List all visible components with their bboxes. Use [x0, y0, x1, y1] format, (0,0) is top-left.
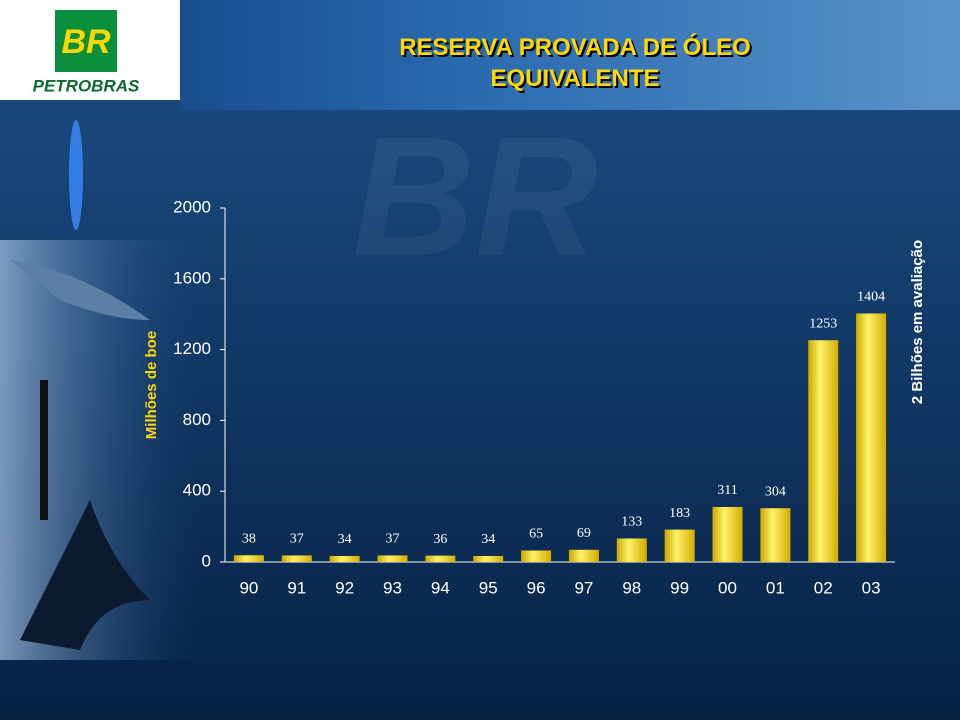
- bar: [377, 555, 408, 562]
- x-tick-label: 03: [862, 578, 881, 597]
- bar: [760, 508, 791, 562]
- bar: [616, 538, 647, 562]
- x-tick-label: 91: [287, 578, 306, 597]
- y-axis-label: Milhões de boe: [143, 331, 160, 439]
- x-tick-label: 00: [718, 578, 737, 597]
- bar: [329, 555, 360, 562]
- logo-name: PETROBRAS: [33, 76, 140, 95]
- pump: [40, 380, 48, 520]
- value-label: 304: [765, 484, 786, 499]
- chart-title: RESERVA PROVADA DE ÓLEO EQUIVALENTE: [399, 34, 751, 92]
- dolphin: [10, 260, 150, 320]
- value-label: 133: [621, 515, 642, 530]
- y-tick-label: 1600: [173, 268, 211, 287]
- value-label: 37: [386, 532, 400, 547]
- x-tick-label: 92: [335, 578, 354, 597]
- y-tick-label: 400: [183, 481, 211, 500]
- value-label: 65: [529, 527, 543, 542]
- x-tick-label: 96: [527, 578, 546, 597]
- bar: [712, 506, 743, 562]
- y-tick-label: 2000: [173, 197, 211, 216]
- value-label: 1404: [857, 290, 885, 305]
- y-tick-label: 800: [183, 410, 211, 429]
- value-label: 38: [242, 531, 256, 546]
- value-label: 36: [433, 532, 447, 547]
- x-tick-label: 94: [431, 578, 450, 597]
- bar: [473, 555, 504, 562]
- bar: [856, 313, 887, 562]
- x-tick-label: 99: [670, 578, 689, 597]
- y-tick-label: 1200: [173, 339, 211, 358]
- logo-square: [55, 10, 117, 72]
- watermark: BR: [352, 102, 598, 292]
- whale-tail: [20, 500, 150, 650]
- value-label: 1253: [809, 316, 837, 331]
- y-tick-label: 0: [202, 551, 211, 570]
- logo-mark: BR: [61, 23, 111, 61]
- bar: [425, 555, 456, 562]
- value-label: 37: [290, 532, 304, 547]
- value-label: 34: [481, 532, 495, 547]
- x-tick-label: 90: [239, 578, 258, 597]
- value-label: 183: [669, 506, 690, 521]
- x-tick-label: 97: [574, 578, 593, 597]
- value-label: 69: [577, 526, 591, 541]
- x-tick-label: 98: [622, 578, 641, 597]
- value-label: 311: [717, 483, 737, 498]
- value-label: 34: [338, 532, 352, 547]
- x-tick-label: 95: [479, 578, 498, 597]
- header-band: [0, 0, 960, 110]
- bar: [233, 555, 264, 562]
- x-tick-label: 02: [814, 578, 833, 597]
- x-tick-label: 93: [383, 578, 402, 597]
- flame: [69, 120, 83, 230]
- bar: [568, 549, 599, 562]
- title-box: RESERVA PROVADA DE ÓLEO EQUIVALENTE: [399, 34, 751, 92]
- bar: [281, 555, 312, 562]
- x-tick-label: 01: [766, 578, 785, 597]
- bar: [808, 340, 839, 562]
- bar: [521, 550, 552, 562]
- bar: [664, 529, 695, 562]
- annotation: 2 Bilhões em avaliação: [909, 240, 926, 404]
